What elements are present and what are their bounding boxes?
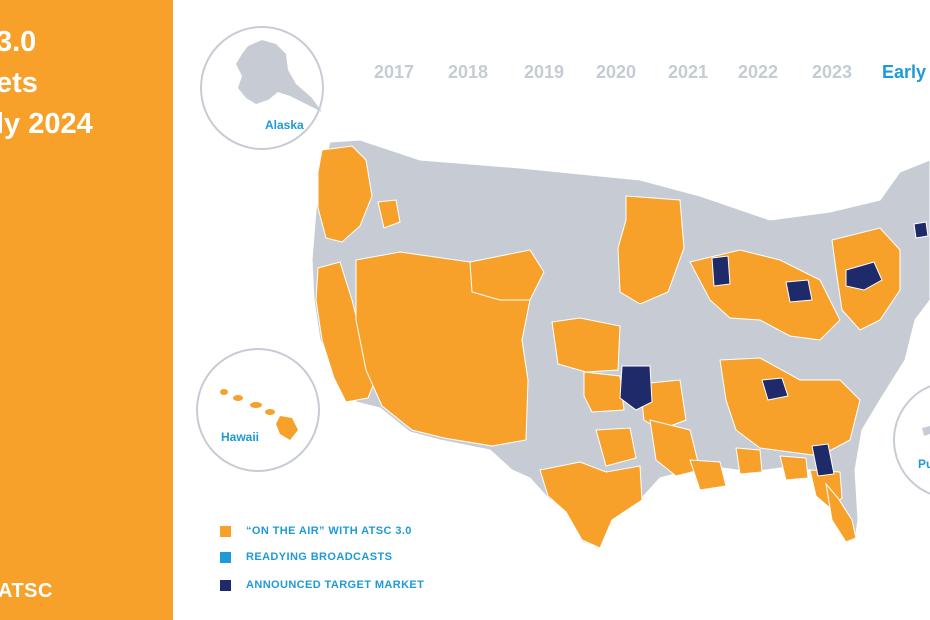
hawaii-inset: Hawaii [196, 348, 320, 472]
legend-label-readying: READYING BROADCASTS [246, 551, 393, 563]
contiguous-us-base [311, 139, 930, 549]
alaska-inset: Alaska [200, 26, 324, 150]
market-mississippi-valley [649, 419, 701, 477]
puerto-rico-label: Pu [918, 457, 930, 471]
market-midwest [689, 249, 841, 341]
market-north-florida [809, 469, 843, 509]
hawaii-islands [220, 389, 298, 440]
puerto-rico-inset: Pu [893, 385, 930, 495]
on-air-swatch [220, 526, 231, 537]
market-oklahoma [583, 371, 625, 413]
market-arkansas [639, 379, 687, 431]
market-dakota-minnesota [617, 195, 685, 305]
target-markets [619, 221, 929, 477]
readying-swatch [220, 552, 231, 563]
target-boston [913, 221, 929, 239]
panel-title-line-1: 3.0 [0, 26, 37, 58]
target-wisconsin [711, 255, 731, 287]
panel-title-line-2: ets [0, 67, 38, 99]
alaska-label: Alaska [265, 118, 304, 132]
year-2023[interactable]: 2023 [812, 62, 853, 82]
year-2021[interactable]: 2021 [668, 62, 709, 82]
market-southeast [719, 357, 861, 457]
market-texas-central [595, 427, 637, 467]
year-2017[interactable]: 2017 [374, 62, 415, 82]
market-southwest [355, 251, 531, 447]
market-georgia-coast [779, 455, 809, 481]
legend-label-on-air: “ON THE AIR” WITH ATSC 3.0 [246, 525, 412, 537]
market-gulf-coast [689, 459, 727, 491]
panel-title-line-3: ly 2024 [0, 108, 93, 140]
year-2019[interactable]: 2019 [524, 62, 565, 82]
year-2018[interactable]: 2018 [448, 62, 489, 82]
market-spokane [377, 199, 401, 229]
year-early[interactable]: Early [882, 62, 927, 82]
market-california [315, 261, 377, 403]
year-2022[interactable]: 2022 [738, 62, 779, 82]
market-alabama [735, 447, 763, 475]
target-jacksonville [811, 443, 835, 477]
target-pennsylvania [845, 261, 883, 291]
market-northeast-cluster [831, 227, 901, 331]
hawaii-label: Hawaii [221, 430, 259, 444]
market-pacific-northwest [317, 145, 373, 243]
target-swatch [220, 580, 231, 591]
atsc-logo: ATSC [0, 580, 53, 602]
market-texas [539, 461, 643, 549]
on-air-markets [315, 145, 901, 549]
target-tennessee [761, 377, 789, 401]
market-south-florida [825, 482, 857, 543]
target-cleveland [785, 279, 813, 303]
market-kansas [551, 317, 621, 373]
panel-title: 3.0 ets ly 2024 [0, 22, 93, 145]
market-colorado-plains [469, 249, 545, 301]
year-2020[interactable]: 2020 [596, 62, 637, 82]
alaska-shape [236, 40, 322, 112]
target-st-louis [619, 365, 653, 411]
side-panel: 3.0 ets ly 2024 ATSC [0, 0, 173, 620]
legend-label-target: ANNOUNCED TARGET MARKET [246, 579, 425, 591]
